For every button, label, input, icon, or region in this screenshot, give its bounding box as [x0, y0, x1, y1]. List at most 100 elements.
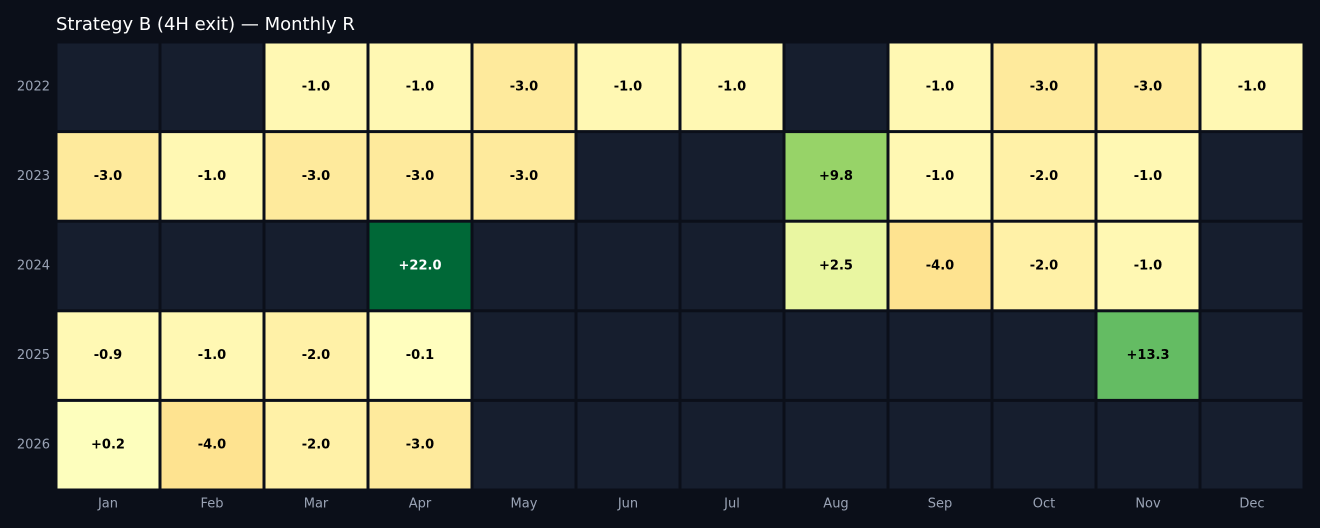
cell-label-2024-oct: -2.0 — [1030, 259, 1058, 274]
cell-label-2026-apr: -3.0 — [406, 438, 434, 453]
heatmap-cell-2023-nov — [1097, 133, 1199, 220]
heatmap-cell-2026-jun — [577, 401, 679, 489]
heatmap-cell-2023-jul — [681, 133, 783, 220]
cell-label-2023-feb: -1.0 — [198, 169, 226, 184]
cell-label-2022-nov: -3.0 — [1134, 79, 1162, 94]
x-tick-label-nov: Nov — [1135, 497, 1161, 512]
heatmap-cell-2023-jan — [57, 133, 159, 220]
heatmap-cell-2023-aug — [785, 133, 887, 220]
heatmap-cell-2024-jun — [577, 222, 679, 310]
cell-label-2026-feb: -4.0 — [198, 438, 226, 453]
y-tick-label-2026: 2026 — [17, 438, 50, 453]
heatmap-cell-2026-feb — [161, 401, 263, 489]
heatmap-cell-2024-feb — [161, 222, 263, 310]
y-axis-tick-labels: 2022 2023 2024 2025 2026 — [17, 79, 50, 452]
heatmap-cell-2022-jan — [57, 43, 159, 131]
chart-title: Strategy B (4H exit) — Monthly R — [56, 14, 355, 35]
heatmap-cell-2026-apr — [369, 401, 471, 489]
heatmap-cell-2022-feb — [161, 43, 263, 131]
heatmap-cell-2022-mar — [265, 43, 367, 131]
heatmap-cell-2025-jan — [57, 312, 159, 399]
x-tick-label-mar: Mar — [304, 497, 329, 512]
heatmap-cell-labels: -1.0 -1.0 -3.0 -1.0 -1.0 -1.0 -3.0 -3.0 -1.0 -3.0… — [91, 79, 1266, 452]
heatmap-cell-2025-oct — [993, 312, 1095, 399]
cell-label-2026-jan: +0.2 — [91, 438, 125, 453]
x-tick-label-jan: Jan — [97, 497, 118, 512]
heatmap-cell-2022-apr — [369, 43, 471, 131]
x-tick-label-apr: Apr — [409, 497, 432, 512]
heatmap-cell-2026-jul — [681, 401, 783, 489]
x-tick-label-jul: Jul — [723, 497, 740, 512]
cell-label-2024-apr: +22.0 — [399, 259, 442, 274]
heatmap-cell-2025-may — [473, 312, 575, 399]
cell-label-2026-mar: -2.0 — [302, 438, 330, 453]
cell-label-2022-sep: -1.0 — [926, 79, 954, 94]
heatmap-cell-2024-mar — [265, 222, 367, 310]
cell-label-2023-nov: -1.0 — [1134, 169, 1162, 184]
x-axis-tick-labels: Jan Feb Mar Apr May Jun Jul Aug Sep Oct Nov Dec — [97, 497, 1265, 512]
cell-label-2024-nov: -1.0 — [1134, 259, 1162, 274]
heatmap-cell-2024-apr — [369, 222, 471, 310]
heatmap-cell-2024-jan — [57, 222, 159, 310]
cell-label-2023-apr: -3.0 — [406, 169, 434, 184]
heatmap-cell-2023-feb — [161, 133, 263, 220]
cell-label-2024-sep: -4.0 — [926, 259, 954, 274]
heatmap-cell-2026-aug — [785, 401, 887, 489]
heatmap-cell-2026-dec — [1201, 401, 1303, 489]
heatmap-cell-2026-nov — [1097, 401, 1199, 489]
heatmap-cell-2024-dec — [1201, 222, 1303, 310]
heatmap-cell-2023-may — [473, 133, 575, 220]
cell-label-2023-jan: -3.0 — [94, 169, 122, 184]
heatmap-cell-2026-may — [473, 401, 575, 489]
heatmap-cell-2024-aug — [785, 222, 887, 310]
heatmap-cell-2026-mar — [265, 401, 367, 489]
heatmap-cell-2026-oct — [993, 401, 1095, 489]
heatmap-cell-2025-jul — [681, 312, 783, 399]
cell-label-2023-oct: -2.0 — [1030, 169, 1058, 184]
cell-label-2023-aug: +9.8 — [819, 169, 853, 184]
cell-label-2023-mar: -3.0 — [302, 169, 330, 184]
heatmap-cell-2022-may — [473, 43, 575, 131]
heatmap-cell-2025-mar — [265, 312, 367, 399]
heatmap-cell-2022-nov — [1097, 43, 1199, 131]
heatmap-cell-2023-apr — [369, 133, 471, 220]
heatmap-cell-2025-aug — [785, 312, 887, 399]
y-tick-label-2024: 2024 — [17, 259, 50, 274]
x-tick-label-dec: Dec — [1239, 497, 1264, 512]
heatmap-cell-2022-dec — [1201, 43, 1303, 131]
heatmap-cell-2025-apr — [369, 312, 471, 399]
cell-label-2023-may: -3.0 — [510, 169, 538, 184]
cell-label-2022-apr: -1.0 — [406, 79, 434, 94]
heatmap-cell-2024-sep — [889, 222, 991, 310]
heatmap-cell-2024-may — [473, 222, 575, 310]
cell-label-2025-mar: -2.0 — [302, 348, 330, 363]
x-tick-label-feb: Feb — [200, 497, 223, 512]
heatmap-cell-2025-feb — [161, 312, 263, 399]
y-tick-label-2025: 2025 — [17, 348, 50, 363]
cell-label-2022-jun: -1.0 — [614, 79, 642, 94]
cell-label-2025-nov: +13.3 — [1127, 348, 1170, 363]
x-tick-label-oct: Oct — [1033, 497, 1055, 512]
heatmap-cell-2023-mar — [265, 133, 367, 220]
x-tick-label-may: May — [511, 497, 538, 512]
heatmap-cells — [57, 43, 1303, 489]
x-tick-label-aug: Aug — [823, 497, 848, 512]
x-tick-label-sep: Sep — [928, 497, 953, 512]
cell-label-2022-mar: -1.0 — [302, 79, 330, 94]
cell-label-2025-apr: -0.1 — [406, 348, 434, 363]
heatmap-cell-2022-jun — [577, 43, 679, 131]
heatmap-cell-2022-jul — [681, 43, 783, 131]
cell-label-2023-sep: -1.0 — [926, 169, 954, 184]
y-tick-label-2023: 2023 — [17, 169, 50, 184]
cell-label-2025-jan: -0.9 — [94, 348, 122, 363]
heatmap-cell-2022-oct — [993, 43, 1095, 131]
heatmap-cell-2022-aug — [785, 43, 887, 131]
heatmap-cell-2024-nov — [1097, 222, 1199, 310]
heatmap-cell-2024-oct — [993, 222, 1095, 310]
heatmap-cell-2026-sep — [889, 401, 991, 489]
heatmap-cell-2022-sep — [889, 43, 991, 131]
heatmap-cell-2025-jun — [577, 312, 679, 399]
cell-label-2022-may: -3.0 — [510, 79, 538, 94]
heatmap-cell-2023-sep — [889, 133, 991, 220]
